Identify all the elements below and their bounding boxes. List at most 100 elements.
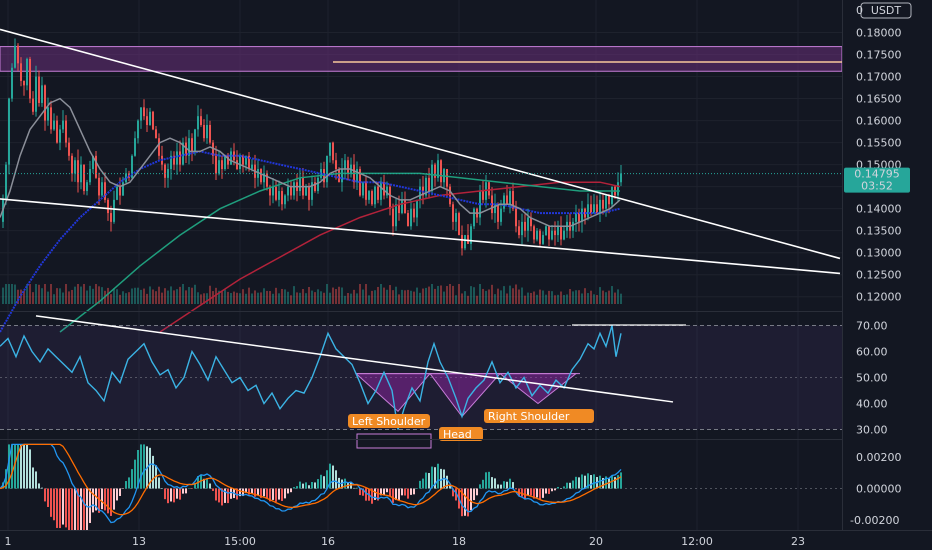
candle-body	[14, 45, 16, 68]
volume-bar	[137, 287, 139, 304]
macd-hist-bar	[299, 481, 301, 489]
rsi-tick-label: 60.00	[856, 346, 888, 359]
right-shoulder-label[interactable]: Right Shoulder	[488, 410, 570, 423]
volume-bar	[392, 290, 394, 304]
last-price-value: 0.14795	[854, 168, 900, 181]
candle-body	[506, 195, 508, 205]
candle-body	[242, 155, 244, 165]
candle-body	[251, 164, 253, 170]
macd-hist-bar	[266, 488, 268, 499]
price-trendlines[interactable]	[0, 28, 841, 275]
macd-hist-bar	[8, 444, 10, 489]
volume-bar	[503, 286, 505, 304]
candle-body	[584, 208, 586, 218]
volume-bar	[377, 286, 379, 304]
candle-body	[428, 177, 430, 192]
price-pane[interactable]	[0, 28, 843, 333]
candle-body	[122, 182, 124, 196]
price-tick-label: 0.17500	[856, 49, 902, 62]
macd-hist-bar	[431, 466, 433, 489]
candle-body	[38, 76, 40, 103]
candle-body	[290, 186, 292, 196]
macd-hist-bar	[215, 488, 217, 501]
macd-hist-bar	[290, 488, 292, 493]
macd-hist-bar	[101, 488, 103, 510]
candle-body	[374, 186, 376, 205]
macd-hist-bar	[158, 477, 160, 489]
macd-hist-bar	[83, 488, 85, 533]
macd-hist-bar	[287, 488, 289, 494]
volume-bar	[215, 287, 217, 304]
macd-hist-bar	[308, 485, 310, 489]
macd-pane[interactable]	[0, 443, 842, 533]
macd-hist-bar	[173, 488, 175, 503]
time-axis[interactable]	[0, 530, 932, 550]
candle-body	[284, 195, 286, 205]
volume-bar	[155, 291, 157, 304]
head-label[interactable]: Head	[443, 428, 472, 441]
candle-body	[590, 204, 592, 214]
volume-bar	[170, 286, 172, 304]
price-trendline[interactable]	[0, 198, 841, 275]
rsi-trendline[interactable]	[35, 315, 674, 403]
pattern-labels[interactable]: Left Shoulder Head Right Shoulder	[348, 409, 594, 449]
volume-bar	[218, 290, 220, 304]
candle-body	[275, 186, 277, 200]
candle-body	[332, 142, 334, 161]
macd-hist-bar	[386, 488, 388, 493]
price-axis[interactable]	[842, 0, 932, 550]
candle-body	[47, 107, 49, 121]
macd-hist-bar	[284, 488, 286, 499]
macd-hist-bar	[599, 475, 601, 489]
time-tick-label: 1	[5, 535, 12, 548]
volume-bar	[365, 284, 367, 304]
candle-body	[362, 182, 364, 196]
macd-hist-bar	[176, 488, 178, 499]
candle-body	[551, 230, 553, 240]
macd-hist-bar	[611, 475, 613, 489]
candle-body	[53, 120, 55, 130]
macd-hist-bar	[545, 488, 547, 494]
volume-bar	[386, 289, 388, 304]
volume-bar	[302, 289, 304, 304]
resistance-zone[interactable]	[0, 46, 843, 72]
candle-body	[557, 226, 559, 236]
volume-bar	[533, 291, 535, 304]
volume-bar	[269, 291, 271, 304]
candle-body	[464, 235, 466, 249]
volume-bar	[335, 289, 337, 304]
volume-bar	[404, 290, 406, 304]
macd-hist-bar	[479, 484, 481, 489]
volume-bar	[230, 293, 232, 304]
volume-bar	[293, 286, 295, 304]
volume-bar	[200, 294, 202, 304]
volume-bars	[2, 284, 622, 304]
volume-bar	[560, 291, 562, 304]
volume-bar	[266, 290, 268, 304]
last-price-tag[interactable]: 0.14795 03:52	[844, 167, 910, 193]
volume-bar	[254, 290, 256, 304]
price-trendline[interactable]	[0, 28, 841, 260]
candle-body	[26, 58, 28, 86]
left-shoulder-label[interactable]: Left Shoulder	[352, 415, 426, 428]
macd-hist-bar	[47, 488, 49, 507]
volume-bar	[296, 292, 298, 304]
volume-bar	[47, 291, 49, 304]
macd-hist-bar	[209, 483, 211, 489]
volume-bar	[590, 290, 592, 304]
candle-body	[341, 169, 343, 183]
macd-hist-bar	[137, 450, 139, 489]
candle-body	[308, 186, 310, 200]
macd-hist-bar	[50, 488, 52, 517]
volume-bar	[236, 292, 238, 304]
volume-bar	[311, 290, 313, 304]
volume-bar	[71, 289, 73, 304]
currency-badge[interactable]: USDT	[860, 2, 912, 19]
volume-bar	[572, 291, 574, 304]
volume-bar	[407, 289, 409, 304]
macd-hist-bar	[473, 488, 475, 501]
volume-bar	[260, 292, 262, 304]
volume-bar	[308, 286, 310, 304]
rsi-pane[interactable]: Left Shoulder Head Right Shoulder	[0, 315, 842, 449]
